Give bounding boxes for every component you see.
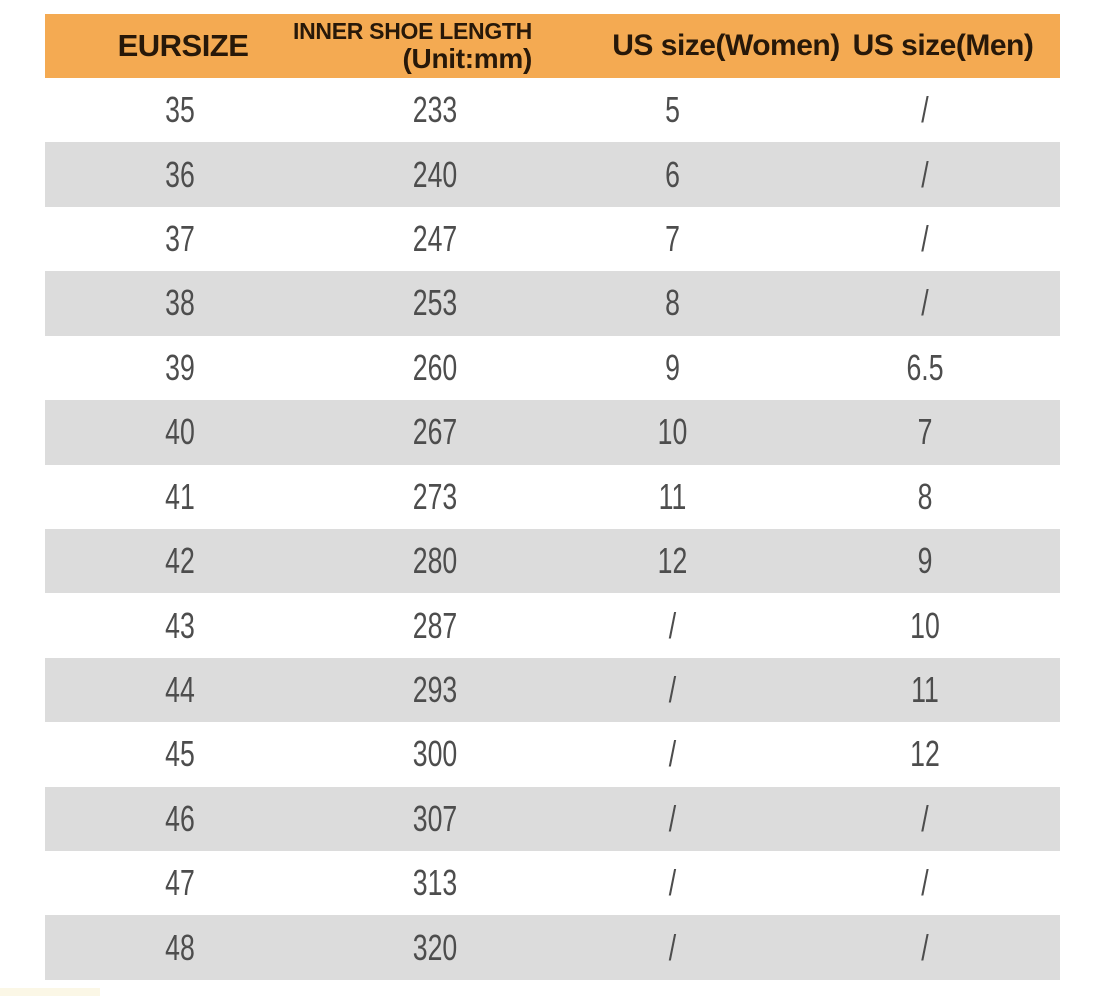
cell-us-size-men: 8: [917, 475, 933, 517]
cell-us-size-men: /: [921, 153, 929, 195]
cell-us-size-women: 7: [665, 218, 680, 260]
cell-us-size-women: 8: [665, 282, 680, 324]
cell-us-size-men: /: [921, 862, 929, 904]
cell-inner-shoe-length: 233: [412, 89, 458, 131]
cell-us-size-women: 12: [657, 540, 688, 582]
cell-us-size-women: /: [668, 733, 677, 775]
cell-us-size-men: 7: [917, 411, 933, 453]
cell-eursize: 45: [165, 733, 195, 775]
cell-us-size-women: 6: [665, 153, 680, 195]
cell-eursize: 38: [165, 282, 195, 324]
cell-us-size-men: /: [921, 797, 929, 839]
cell-us-size-men: /: [921, 89, 929, 131]
cell-us-size-men: 12: [910, 733, 940, 775]
cell-us-size-men: 11: [911, 669, 939, 710]
cell-us-size-women: /: [668, 669, 677, 710]
header-inner-shoe-length-unit: (Unit:mm): [402, 43, 533, 74]
header-inner-shoe-length-line1: INNER SHOE LENGTH: [293, 18, 532, 44]
table-row: 47 313 / /: [45, 851, 1060, 916]
cell-inner-shoe-length: 313: [412, 862, 458, 904]
table-row: 46 307 / /: [45, 786, 1060, 852]
cell-eursize: 37: [165, 218, 195, 260]
cell-eursize: 48: [165, 926, 195, 968]
cell-us-size-women: 10: [657, 411, 688, 453]
header-us-size-women: US size(Women): [612, 29, 840, 62]
cell-inner-shoe-length: 293: [412, 669, 458, 710]
cell-inner-shoe-length: 247: [412, 218, 458, 260]
cell-inner-shoe-length: 287: [412, 604, 458, 646]
cell-us-size-men: /: [921, 282, 929, 324]
cell-inner-shoe-length: 240: [412, 153, 458, 195]
header-inner-shoe-length: INNER SHOE LENGTH (Unit:mm): [293, 18, 532, 74]
table-body: 35 233 5 / 36 240 6 / 37 247 7 / 38 253 …: [45, 78, 1060, 980]
cell-inner-shoe-length: 320: [412, 926, 458, 968]
table-row: 36 240 6 /: [45, 142, 1060, 207]
cell-us-size-women: 9: [665, 346, 680, 388]
cell-us-size-women: /: [668, 862, 677, 904]
table-row: 43 287 / 10: [45, 593, 1060, 658]
table-row: 44 293 / 11: [45, 657, 1060, 723]
cell-eursize: 47: [165, 862, 195, 904]
cell-us-size-women: 5: [665, 89, 680, 131]
cell-inner-shoe-length: 273: [412, 475, 458, 517]
cell-eursize: 46: [165, 797, 195, 839]
size-chart-table: EURSIZE INNER SHOE LENGTH (Unit:mm) US s…: [45, 14, 1060, 980]
cell-us-size-men: 9: [917, 540, 933, 582]
table-row: 35 233 5 /: [45, 78, 1060, 143]
cell-us-size-men: 10: [910, 604, 940, 646]
table-row: 37 247 7 /: [45, 206, 1060, 272]
cell-inner-shoe-length: 267: [412, 411, 458, 453]
cell-us-size-men: /: [921, 926, 929, 968]
header-us-size-men: US size(Men): [852, 29, 1034, 62]
cell-inner-shoe-length: 280: [412, 540, 458, 582]
cell-eursize: 39: [165, 346, 195, 388]
table-row: 41 273 11 8: [45, 464, 1060, 529]
cell-eursize: 40: [165, 411, 195, 453]
cell-eursize: 44: [165, 669, 195, 710]
cell-eursize: 42: [165, 540, 195, 582]
cell-eursize: 43: [165, 604, 195, 646]
cell-us-size-women: /: [668, 926, 677, 968]
cell-eursize: 36: [165, 153, 195, 195]
cell-eursize: 41: [165, 475, 195, 517]
cell-us-size-men: 6.5: [906, 346, 944, 388]
bottom-left-artifact: [0, 988, 100, 996]
table-row: 39 260 9 6.5: [45, 335, 1060, 401]
cell-inner-shoe-length: 260: [412, 346, 458, 388]
cell-us-size-women: /: [668, 604, 677, 646]
header-eursize: EURSIZE: [117, 28, 249, 63]
table-header-row: EURSIZE INNER SHOE LENGTH (Unit:mm) US s…: [45, 14, 1060, 78]
cell-us-size-women: 11: [658, 475, 687, 517]
cell-inner-shoe-length: 300: [412, 733, 458, 775]
cell-us-size-women: /: [668, 797, 677, 839]
table-row: 45 300 / 12: [45, 722, 1060, 787]
cell-us-size-men: /: [921, 218, 929, 260]
table-row: 38 253 8 /: [45, 271, 1060, 336]
cell-inner-shoe-length: 253: [412, 282, 458, 324]
table-row: 42 280 12 9: [45, 528, 1060, 594]
table-row: 40 267 10 7: [45, 400, 1060, 465]
table-row: 48 320 / /: [45, 915, 1060, 980]
cell-inner-shoe-length: 307: [412, 797, 458, 839]
cell-eursize: 35: [165, 89, 195, 131]
